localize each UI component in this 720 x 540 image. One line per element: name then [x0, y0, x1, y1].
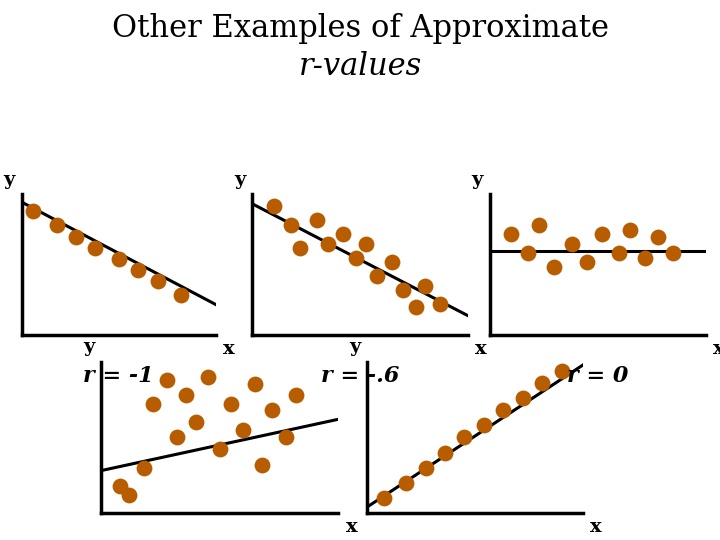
Point: [498, 406, 509, 415]
Point: [361, 239, 372, 248]
Point: [250, 380, 261, 389]
Point: [171, 433, 183, 442]
Point: [114, 482, 125, 490]
Point: [266, 406, 278, 415]
Point: [190, 418, 202, 427]
Point: [181, 391, 192, 400]
Point: [214, 445, 225, 454]
Point: [613, 249, 625, 258]
Point: [290, 391, 302, 400]
Point: [387, 258, 398, 266]
Point: [566, 239, 577, 248]
Point: [410, 302, 422, 311]
Point: [372, 272, 383, 280]
Text: r = 0: r = 0: [567, 364, 629, 387]
Point: [337, 230, 348, 238]
Point: [556, 367, 567, 375]
Point: [90, 244, 102, 252]
Text: x: x: [223, 340, 235, 358]
Text: x: x: [590, 518, 602, 536]
Point: [439, 448, 451, 457]
Point: [523, 249, 534, 258]
Point: [549, 263, 560, 272]
Point: [175, 291, 186, 300]
Text: r = -1: r = -1: [84, 364, 154, 387]
Point: [517, 394, 528, 402]
Point: [132, 266, 144, 274]
Point: [51, 221, 63, 230]
Point: [138, 463, 149, 472]
Point: [285, 221, 297, 230]
Point: [419, 281, 431, 290]
Text: r-values: r-values: [298, 51, 422, 82]
Point: [238, 426, 249, 434]
Point: [536, 379, 548, 387]
Point: [322, 239, 333, 248]
Text: x: x: [475, 340, 487, 358]
Point: [624, 225, 636, 234]
Point: [639, 253, 651, 262]
Point: [202, 373, 214, 381]
Point: [667, 249, 679, 258]
Point: [420, 463, 431, 472]
Point: [652, 232, 664, 241]
Text: y: y: [349, 339, 361, 356]
Point: [400, 478, 412, 487]
Point: [256, 460, 268, 469]
Point: [534, 221, 545, 230]
Text: y: y: [472, 171, 483, 189]
Point: [294, 244, 305, 252]
Point: [124, 490, 135, 499]
Point: [148, 400, 159, 408]
Point: [161, 376, 173, 384]
Point: [379, 494, 390, 502]
Point: [226, 400, 238, 408]
Point: [478, 421, 490, 430]
Point: [268, 201, 279, 210]
Text: Other Examples of Approximate: Other Examples of Approximate: [112, 14, 608, 44]
Point: [350, 253, 361, 262]
Point: [311, 215, 323, 224]
Point: [581, 258, 593, 266]
Text: x: x: [713, 340, 720, 358]
Text: y: y: [234, 171, 246, 189]
Point: [152, 277, 163, 286]
Text: y: y: [4, 171, 15, 189]
Text: r = -.6: r = -.6: [321, 364, 399, 387]
Text: y: y: [83, 339, 94, 356]
Text: x: x: [346, 518, 357, 536]
Point: [397, 286, 409, 294]
Point: [71, 232, 82, 241]
Point: [280, 433, 292, 442]
Point: [596, 230, 608, 238]
Point: [505, 230, 517, 238]
Point: [113, 255, 125, 264]
Point: [27, 207, 39, 215]
Point: [434, 300, 446, 308]
Point: [459, 433, 470, 442]
